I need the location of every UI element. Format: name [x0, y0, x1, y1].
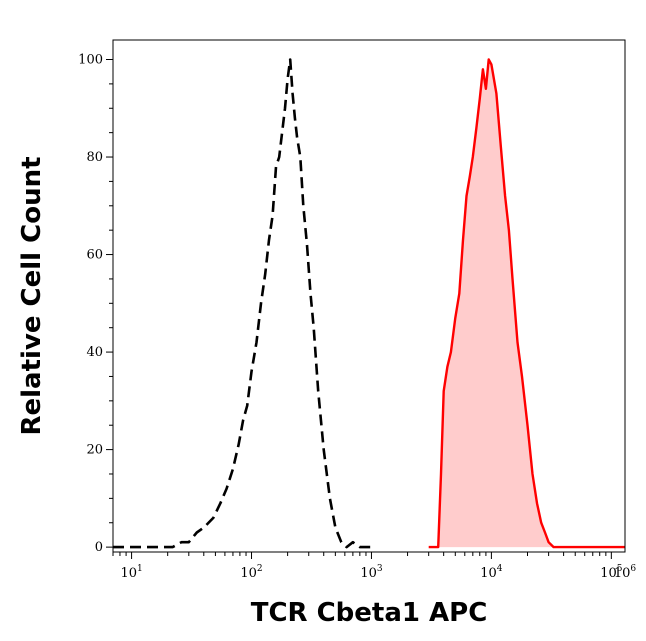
x-tick-label: 104 — [480, 564, 503, 581]
y-tick-label: 100 — [78, 53, 103, 68]
x-tick-label: 106 — [614, 564, 637, 581]
x-axis-title: TCR Cbeta1 APC — [251, 598, 488, 628]
y-tick-label: 0 — [95, 540, 103, 555]
x-tick-label: 103 — [360, 564, 383, 581]
x-tick-label: 101 — [120, 564, 142, 581]
y-tick-label: 80 — [86, 150, 103, 165]
series-0-line — [113, 58, 372, 549]
plot-frame — [112, 39, 626, 553]
y-axis: 0 20 40 60 80 100 — [78, 53, 113, 555]
y-tick-label: 20 — [86, 443, 103, 458]
plot-series — [113, 58, 625, 549]
y-tick-label: 60 — [86, 248, 103, 263]
series-1-line — [428, 58, 625, 549]
x-tick-label: 102 — [240, 564, 262, 581]
series-1-area — [428, 59, 625, 548]
y-axis-title: Relative Cell Count — [17, 156, 47, 435]
y-tick-label: 40 — [86, 345, 103, 360]
x-tick-label: 105 — [600, 564, 623, 581]
